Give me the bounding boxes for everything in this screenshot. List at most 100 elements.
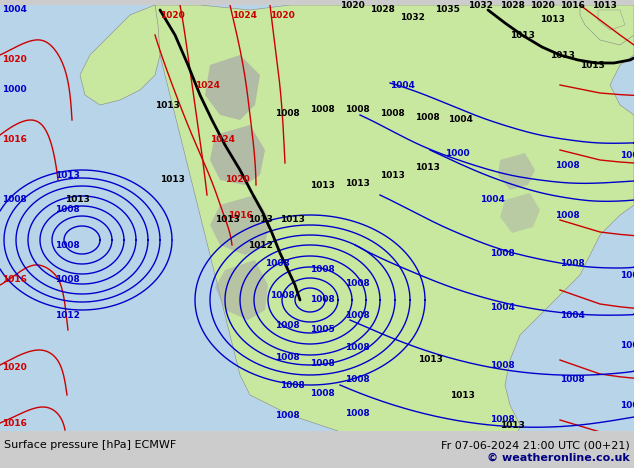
Text: 1008: 1008: [555, 161, 579, 169]
Text: 1008: 1008: [2, 196, 27, 205]
Text: 1008: 1008: [265, 258, 290, 268]
Text: 1008: 1008: [280, 439, 305, 447]
Text: 1004: 1004: [620, 271, 634, 279]
Text: 1013: 1013: [310, 181, 335, 190]
Text: 1008: 1008: [560, 375, 585, 385]
Polygon shape: [155, 5, 634, 463]
Text: 1028: 1028: [370, 6, 395, 15]
Text: 1016: 1016: [2, 418, 27, 427]
Text: 1024: 1024: [232, 10, 257, 20]
Text: 1008: 1008: [275, 410, 300, 419]
Text: 1013: 1013: [580, 60, 605, 70]
Text: 1008: 1008: [380, 109, 404, 117]
Text: 1013: 1013: [215, 215, 240, 225]
Text: 1008: 1008: [345, 436, 370, 445]
Text: 1012: 1012: [248, 241, 273, 249]
Text: 1020: 1020: [225, 176, 250, 184]
Text: 1008: 1008: [310, 105, 335, 115]
Text: 1035: 1035: [435, 6, 460, 15]
Text: 1020: 1020: [530, 0, 555, 9]
Text: 1013: 1013: [550, 51, 575, 59]
Text: 1000: 1000: [620, 341, 634, 350]
Text: 1008: 1008: [55, 241, 80, 249]
Text: 1008: 1008: [270, 291, 295, 300]
Text: 1008: 1008: [345, 105, 370, 115]
Text: 1024: 1024: [210, 136, 235, 145]
Text: 1008: 1008: [560, 258, 585, 268]
Text: Fr 07-06-2024 21:00 UTC (00+21): Fr 07-06-2024 21:00 UTC (00+21): [441, 440, 630, 450]
Text: 1008: 1008: [310, 265, 335, 275]
Text: 1008: 1008: [55, 276, 80, 285]
Text: 1016: 1016: [2, 136, 27, 145]
Text: 1020: 1020: [2, 363, 27, 372]
Text: 1013: 1013: [510, 30, 535, 39]
Text: 1016: 1016: [2, 276, 27, 285]
Text: 1008: 1008: [620, 401, 634, 410]
Text: 1008: 1008: [275, 109, 300, 117]
Polygon shape: [215, 260, 268, 320]
Text: © weatheronline.co.uk: © weatheronline.co.uk: [488, 453, 630, 463]
Text: 1005: 1005: [310, 326, 335, 335]
Text: 1008: 1008: [345, 310, 370, 320]
Text: 1013: 1013: [280, 215, 305, 225]
Text: 1008: 1008: [310, 295, 335, 305]
Text: 1008: 1008: [345, 343, 370, 351]
Text: 1012: 1012: [620, 455, 634, 465]
Text: 1013: 1013: [248, 215, 273, 225]
Text: 1008: 1008: [55, 205, 80, 214]
Text: 1008: 1008: [310, 388, 335, 397]
Text: 1008: 1008: [415, 112, 440, 122]
Polygon shape: [80, 5, 160, 105]
Polygon shape: [580, 5, 634, 45]
Polygon shape: [498, 153, 535, 190]
Text: 1013: 1013: [65, 196, 90, 205]
Text: 1016: 1016: [560, 0, 585, 9]
Text: 1008: 1008: [560, 436, 585, 445]
Text: 1020: 1020: [2, 56, 27, 65]
Polygon shape: [210, 125, 265, 185]
Text: 1016: 1016: [228, 211, 253, 219]
Polygon shape: [598, 10, 625, 30]
Text: 1000: 1000: [2, 86, 27, 95]
Text: 1004: 1004: [480, 196, 505, 205]
Text: 1012: 1012: [570, 448, 595, 458]
Text: 1013: 1013: [592, 0, 617, 9]
Text: 1032: 1032: [468, 0, 493, 9]
Text: 1008: 1008: [275, 321, 300, 329]
Text: 1008: 1008: [345, 278, 370, 287]
Text: 1028: 1028: [500, 0, 525, 9]
Text: 1013: 1013: [500, 421, 525, 430]
Text: 1020: 1020: [160, 10, 184, 20]
Text: 1004: 1004: [560, 310, 585, 320]
Text: 1013: 1013: [418, 356, 443, 365]
Text: 1004: 1004: [390, 80, 415, 89]
Text: 1004: 1004: [620, 151, 634, 160]
Text: 1000: 1000: [445, 148, 470, 158]
Text: 1004: 1004: [448, 116, 473, 124]
Text: 1012: 1012: [55, 310, 80, 320]
Text: 1032: 1032: [400, 13, 425, 22]
Text: 1008: 1008: [345, 375, 370, 385]
Text: 1013: 1013: [345, 178, 370, 188]
Text: 1013: 1013: [450, 390, 475, 400]
Text: 1008: 1008: [490, 249, 515, 257]
Text: 1008: 1008: [490, 416, 515, 424]
Text: 1008: 1008: [555, 211, 579, 219]
Text: 1013: 1013: [540, 15, 565, 24]
Text: 1008: 1008: [310, 358, 335, 367]
Text: 1008: 1008: [275, 352, 300, 361]
Text: 1024: 1024: [195, 80, 220, 89]
Text: 1020: 1020: [270, 10, 295, 20]
Text: 1004: 1004: [490, 302, 515, 312]
Text: 1020: 1020: [340, 0, 365, 9]
Text: 1013: 1013: [540, 439, 565, 447]
Text: 1013: 1013: [380, 170, 405, 180]
Bar: [0, 431, 634, 463]
Text: 1013: 1013: [415, 162, 440, 171]
Text: 1008: 1008: [345, 409, 370, 417]
Text: 1008: 1008: [490, 360, 515, 370]
Text: Surface pressure [hPa] ECMWF: Surface pressure [hPa] ECMWF: [4, 440, 176, 450]
Text: 1013: 1013: [55, 170, 80, 180]
Text: 1013: 1013: [600, 431, 625, 439]
Text: 1004: 1004: [2, 6, 27, 15]
